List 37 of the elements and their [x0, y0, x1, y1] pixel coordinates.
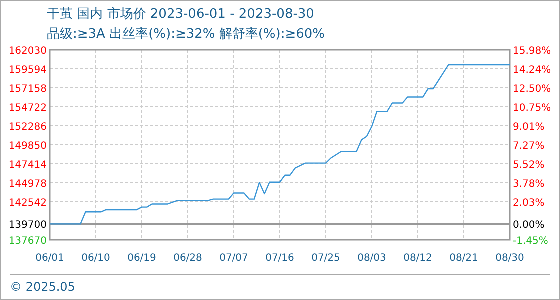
y-tick-label: 154722	[8, 103, 47, 114]
y-tick-label: 162030	[8, 46, 47, 57]
y2-tick-label: 15.98%	[513, 46, 552, 57]
y-tick-label: 152286	[8, 122, 47, 133]
x-tick-label: 07/25	[312, 253, 340, 264]
x-tick-label: 08/21	[450, 253, 478, 264]
y-tick-label: 147414	[8, 160, 47, 171]
y2-tick-label: 7.27%	[513, 140, 545, 152]
x-tick-label: 07/16	[266, 253, 294, 264]
y-tick-label: 149850	[8, 141, 47, 152]
y2-tick-label: 10.75%	[513, 103, 552, 114]
y2-tick-label: 0.00%	[513, 220, 545, 232]
x-tick-label: 08/30	[496, 253, 524, 264]
line-series	[49, 64, 511, 225]
y-tick-label: 157158	[8, 84, 47, 95]
x-tick-label: 06/28	[174, 253, 202, 264]
text: © 2025.05	[10, 280, 76, 294]
y-tick-label: 139700	[8, 220, 47, 232]
y2-tick-label: 9.01%	[513, 122, 545, 133]
chart-title: 干茧 国内 市场价 2023-06-01 - 2023-08-30	[47, 7, 314, 22]
x-tick-label: 08/03	[358, 253, 386, 264]
chart-subtitle: 品级:≥3A 出丝率(%):≥32% 解舒率(%):≥60%	[47, 26, 326, 42]
y2-tick-label: -1.45%	[513, 236, 548, 247]
x-tick-label: 06/19	[128, 253, 156, 264]
x-tick-label: 06/10	[82, 253, 110, 264]
y2-tick-label: 3.78%	[513, 178, 545, 190]
x-tick-label: 08/12	[404, 253, 432, 264]
y2-tick-label: 5.52%	[513, 160, 545, 172]
y-tick-label: 137670	[8, 236, 47, 247]
y-tick-label: 142542	[8, 198, 47, 209]
y-tick-label: 144978	[8, 179, 47, 190]
x-tick-label: 06/01	[36, 253, 64, 264]
x-tick-label: 07/07	[220, 253, 248, 264]
y-tick-label: 159594	[8, 65, 47, 76]
y2-tick-label: 12.50%	[513, 84, 552, 95]
y2-tick-label: 14.24%	[513, 64, 552, 76]
y2-tick-label: 2.03%	[513, 198, 545, 210]
